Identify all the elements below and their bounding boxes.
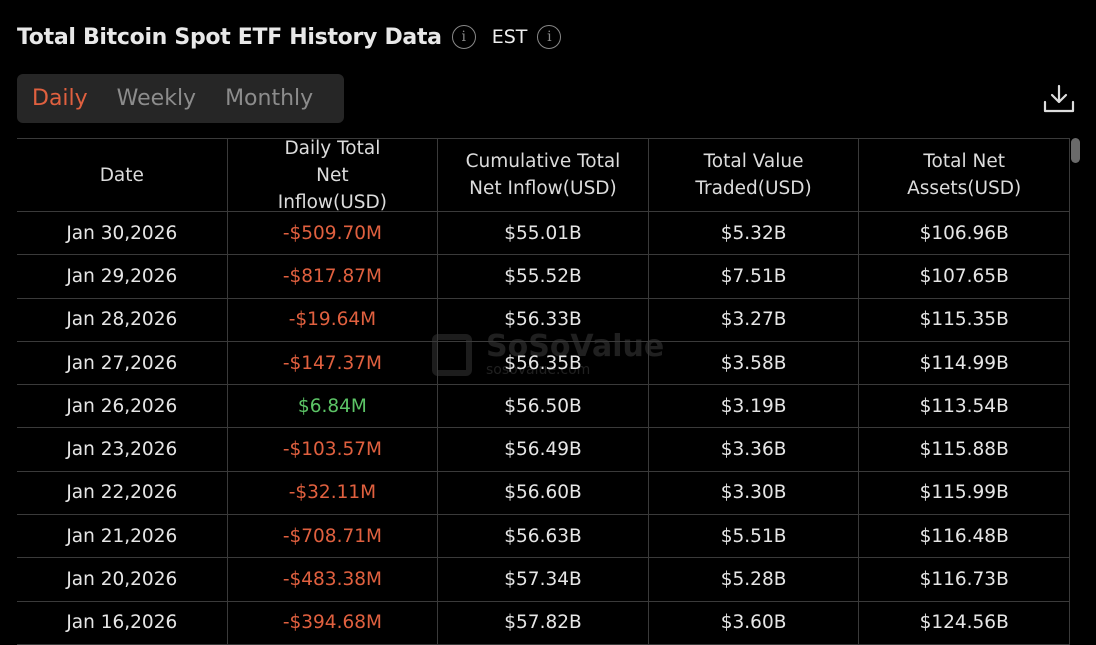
cell-value-traded: $5.51B (649, 515, 860, 558)
cell-daily-inflow: -$817.87M (228, 255, 439, 298)
cell-cumulative-inflow: $55.52B (438, 255, 649, 298)
cell-value-traded: $3.30B (649, 471, 860, 515)
table-row: Jan 30,2026 -$509.70M $55.01B $5.32B $106.96… (17, 212, 1070, 256)
cell-cumulative-inflow: $57.34B (438, 558, 649, 601)
cell-net-assets: $115.35B (859, 298, 1070, 341)
timezone-label[interactable]: EST (491, 26, 528, 48)
header: Total Bitcoin Spot ETF History Data i ES… (17, 22, 562, 52)
cell-net-assets: $116.48B (859, 515, 1070, 558)
cell-date: Jan 28,2026 (17, 298, 228, 341)
cell-net-assets: $114.99B (859, 341, 1070, 385)
tab-daily[interactable]: Daily (32, 86, 88, 111)
cell-date: Jan 29,2026 (17, 255, 228, 298)
cell-cumulative-inflow: $56.60B (438, 471, 649, 515)
cell-daily-inflow: -$147.37M (228, 341, 439, 385)
cell-net-assets: $115.99B (859, 471, 1070, 515)
cell-daily-inflow: -$708.71M (228, 515, 439, 558)
cell-value-traded: $3.36B (649, 428, 860, 471)
column-header-daily-inflow: Daily Total Net Inflow(USD) (228, 138, 439, 213)
cell-value-traded: $3.27B (649, 298, 860, 341)
etf-history-table: Date Daily Total Net Inflow(USD) Cumulat… (17, 138, 1070, 645)
cell-net-assets: $107.65B (859, 255, 1070, 298)
period-tabs: Daily Weekly Monthly (17, 74, 344, 123)
info-icon[interactable]: i (451, 25, 476, 49)
table-header: Date Daily Total Net Inflow(USD) Cumulat… (17, 138, 1070, 213)
cell-net-assets: $124.56B (859, 601, 1070, 644)
timezone-info-icon[interactable]: i (537, 25, 562, 49)
table-row: Jan 16,2026 -$394.68M $57.82B $3.60B $124.56… (17, 601, 1070, 645)
column-header-value-traded: Total Value Traded(USD) (649, 139, 860, 211)
tab-monthly[interactable]: Monthly (225, 86, 314, 111)
download-icon[interactable] (1042, 82, 1076, 116)
cell-cumulative-inflow: $56.49B (438, 428, 649, 471)
cell-daily-inflow: -$483.38M (228, 558, 439, 601)
table-row: Jan 27,2026 -$147.37M $56.35B $3.58B $114.99… (17, 341, 1070, 386)
cell-daily-inflow: -$32.11M (228, 471, 439, 515)
table-row: Jan 22,2026 -$32.11M $56.60B $3.30B $115.99B (17, 471, 1070, 516)
cell-net-assets: $113.54B (859, 385, 1070, 428)
column-header-cumulative-inflow: Cumulative Total Net Inflow(USD) (438, 139, 649, 211)
tab-weekly[interactable]: Weekly (116, 86, 197, 111)
cell-net-assets: $115.88B (859, 428, 1070, 471)
column-header-net-assets: Total Net Assets(USD) (859, 139, 1070, 211)
table-row: Jan 21,2026 -$708.71M $56.63B $5.51B $116.48… (17, 515, 1070, 559)
scrollbar[interactable] (1071, 138, 1080, 163)
cell-date: Jan 22,2026 (17, 471, 228, 515)
cell-date: Jan 20,2026 (17, 558, 228, 601)
cell-cumulative-inflow: $55.01B (438, 212, 649, 255)
cell-value-traded: $3.60B (649, 601, 860, 644)
cell-value-traded: $3.19B (649, 385, 860, 428)
cell-cumulative-inflow: $56.35B (438, 341, 649, 385)
cell-daily-inflow: -$19.64M (228, 298, 439, 341)
cell-daily-inflow: -$509.70M (228, 212, 439, 255)
cell-daily-inflow: $6.84M (228, 385, 439, 428)
cell-date: Jan 16,2026 (17, 601, 228, 644)
cell-date: Jan 21,2026 (17, 515, 228, 558)
cell-date: Jan 30,2026 (17, 212, 228, 255)
cell-cumulative-inflow: $56.63B (438, 515, 649, 558)
cell-date: Jan 26,2026 (17, 385, 228, 428)
cell-value-traded: $7.51B (649, 255, 860, 298)
cell-date: Jan 23,2026 (17, 428, 228, 471)
cell-daily-inflow: -$394.68M (228, 601, 439, 644)
table-row: Jan 20,2026 -$483.38M $57.34B $5.28B $116.73… (17, 558, 1070, 602)
cell-value-traded: $5.28B (649, 558, 860, 601)
table-row: Jan 26,2026 $6.84M $56.50B $3.19B $113.54B (17, 385, 1070, 429)
cell-value-traded: $5.32B (649, 212, 860, 255)
column-header-date: Date (17, 139, 228, 211)
table-row: Jan 28,2026 -$19.64M $56.33B $3.27B $115.35B (17, 298, 1070, 342)
cell-date: Jan 27,2026 (17, 341, 228, 385)
page-title: Total Bitcoin Spot ETF History Data (17, 24, 442, 50)
cell-daily-inflow: -$103.57M (228, 428, 439, 471)
cell-cumulative-inflow: $57.82B (438, 601, 649, 644)
table-row: Jan 23,2026 -$103.57M $56.49B $3.36B $115.88… (17, 428, 1070, 472)
table-row: Jan 29,2026 -$817.87M $55.52B $7.51B $107.65… (17, 255, 1070, 299)
cell-cumulative-inflow: $56.33B (438, 298, 649, 341)
cell-net-assets: $116.73B (859, 558, 1070, 601)
cell-net-assets: $106.96B (859, 212, 1070, 255)
cell-value-traded: $3.58B (649, 341, 860, 385)
cell-cumulative-inflow: $56.50B (438, 385, 649, 428)
